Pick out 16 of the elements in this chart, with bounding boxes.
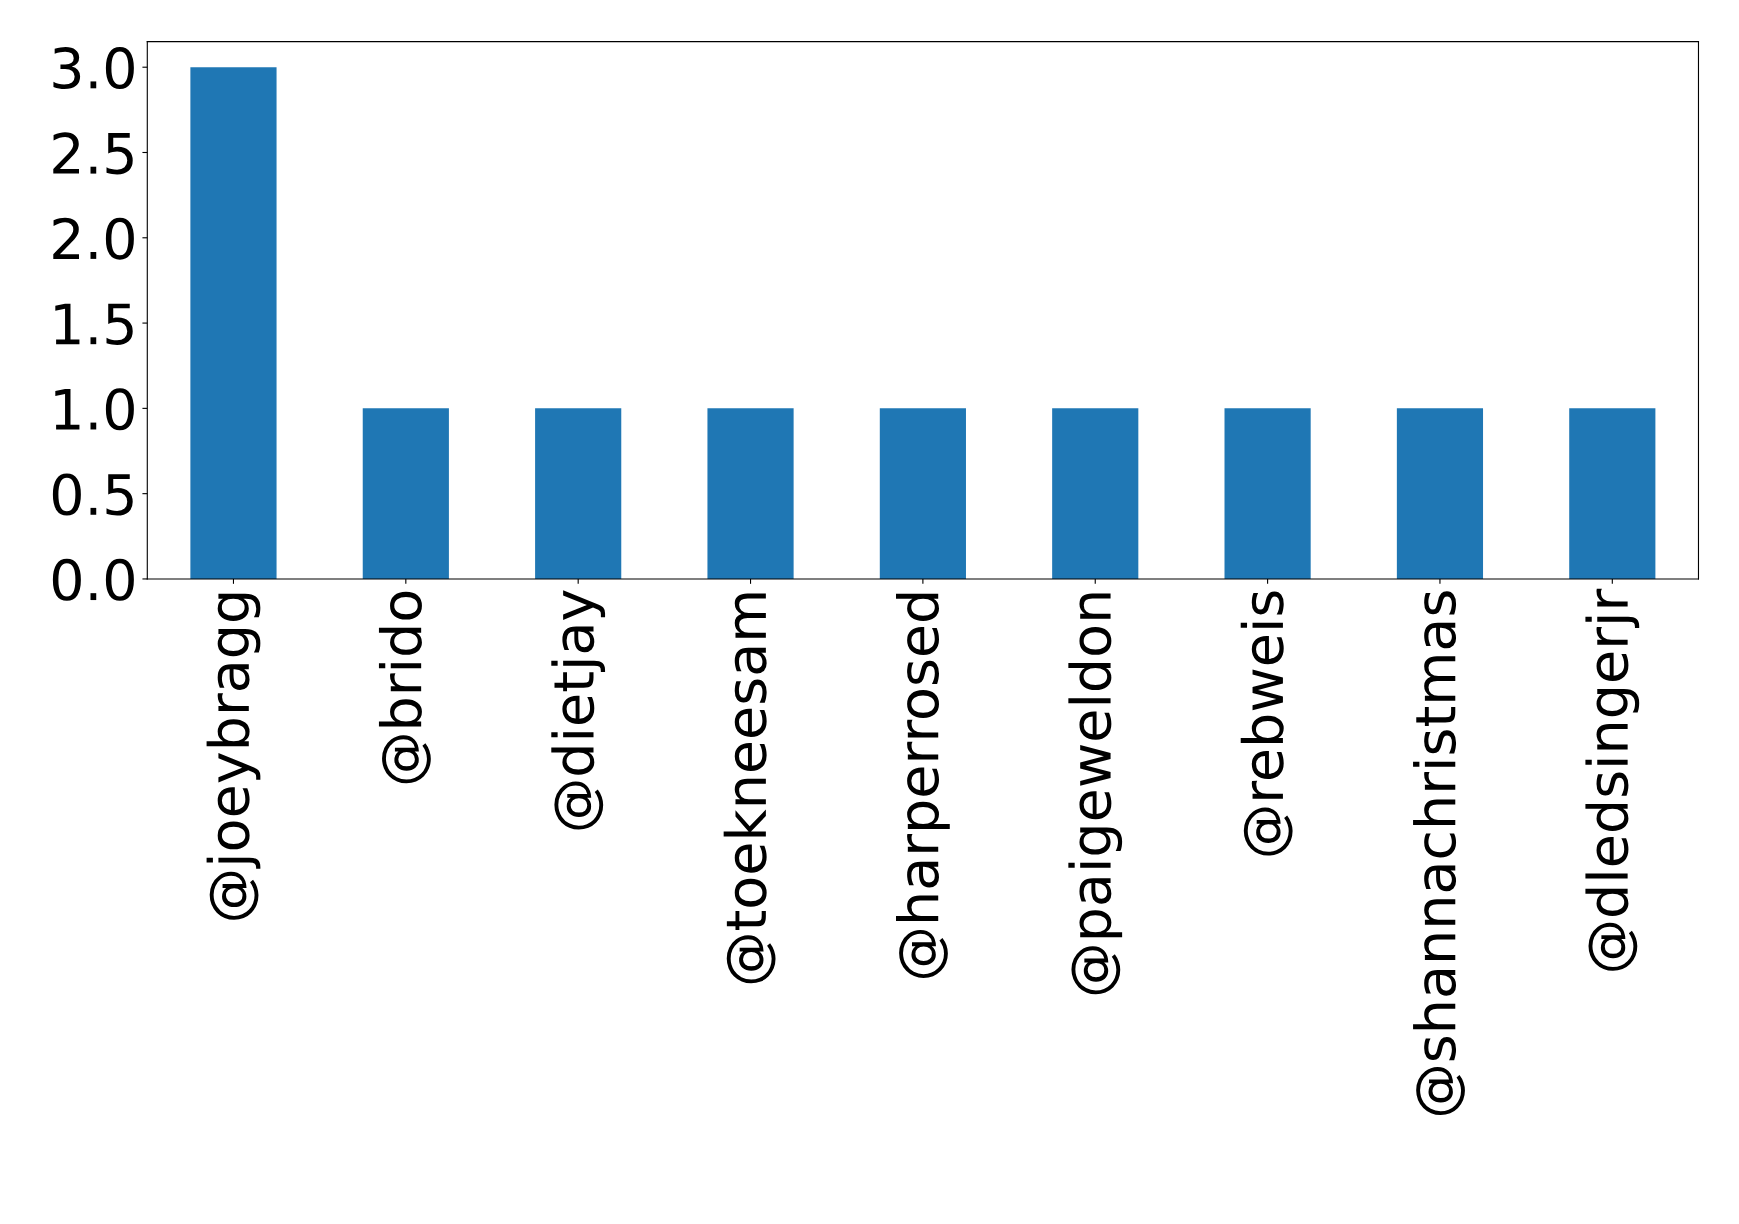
x-tick-label: @shannachristmas — [1413, 591, 1465, 1116]
x-tick-label: @harperrosed — [896, 593, 950, 978]
y-tick-label: 0.5 — [52, 473, 133, 516]
x-tick-label: @dietjay — [551, 590, 606, 830]
y-tick-label: 1.5 — [55, 303, 133, 345]
y-tick-label: 3.0 — [53, 47, 134, 90]
y-tick-label: 2.5 — [53, 132, 133, 175]
x-tick-label: @joeybragg — [206, 593, 261, 920]
x-tick-label: @brido — [378, 591, 431, 784]
x-tick-label: @toekneesam — [723, 593, 776, 984]
x-tick-label: @dledsingerjr — [1585, 588, 1640, 971]
y-tick-label: 2.0 — [53, 217, 134, 260]
x-tick-label: @rebweis — [1240, 591, 1293, 856]
y-tick-label: 0.0 — [52, 558, 134, 601]
x-tick-label: @paigeweldon — [1068, 593, 1123, 995]
y-tick-label: 1.0 — [55, 388, 134, 431]
